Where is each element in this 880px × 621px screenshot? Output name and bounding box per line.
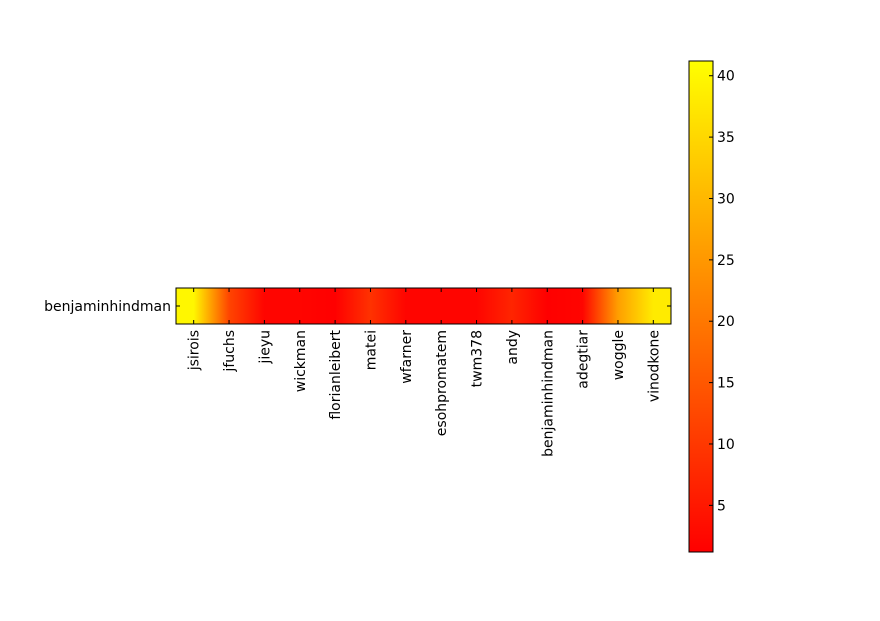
colorbar-tick-label: 35 <box>717 130 735 146</box>
x-tick-label: matei <box>363 330 379 370</box>
x-tick-label: wfarner <box>399 330 415 384</box>
x-tick-label: wickman <box>293 330 309 392</box>
colorbar: 5 10 15 20 25 30 35 40 <box>688 60 735 553</box>
plot-area <box>175 287 672 325</box>
x-tick-label: jsirois <box>187 330 203 371</box>
x-tick-label: adegtiar <box>576 330 592 389</box>
colorbar-tick-label: 30 <box>717 191 735 207</box>
y-axis: benjaminhindman <box>44 299 671 315</box>
colorbar-tick-label: 25 <box>717 253 735 269</box>
x-tick-label: jieyu <box>257 330 273 365</box>
heatmap-interpolation <box>176 288 671 324</box>
colorbar-tick-label: 40 <box>717 69 735 85</box>
x-tick-label: twm378 <box>470 330 486 387</box>
x-tick-label: benjaminhindman <box>540 330 556 457</box>
x-axis: jsirois jfuchs jieyu wickman florianleibert m… <box>187 288 662 457</box>
colorbar-gradient <box>688 60 714 553</box>
x-tick-label: esohpromatem <box>434 330 450 436</box>
colorbar-tick-label: 10 <box>717 437 735 453</box>
y-tick-label: benjaminhindman <box>44 299 171 315</box>
x-tick-label: andy <box>505 330 521 365</box>
x-tick-label: vinodkone <box>646 330 662 402</box>
colorbar-tick-label: 20 <box>717 314 735 330</box>
x-tick-label: florianleibert <box>328 329 344 419</box>
colorbar-tick-label: 5 <box>717 498 726 514</box>
x-tick-label: woggle <box>611 330 627 380</box>
colorbar-tick-label: 15 <box>717 376 735 392</box>
x-tick-label: jfuchs <box>222 330 238 373</box>
